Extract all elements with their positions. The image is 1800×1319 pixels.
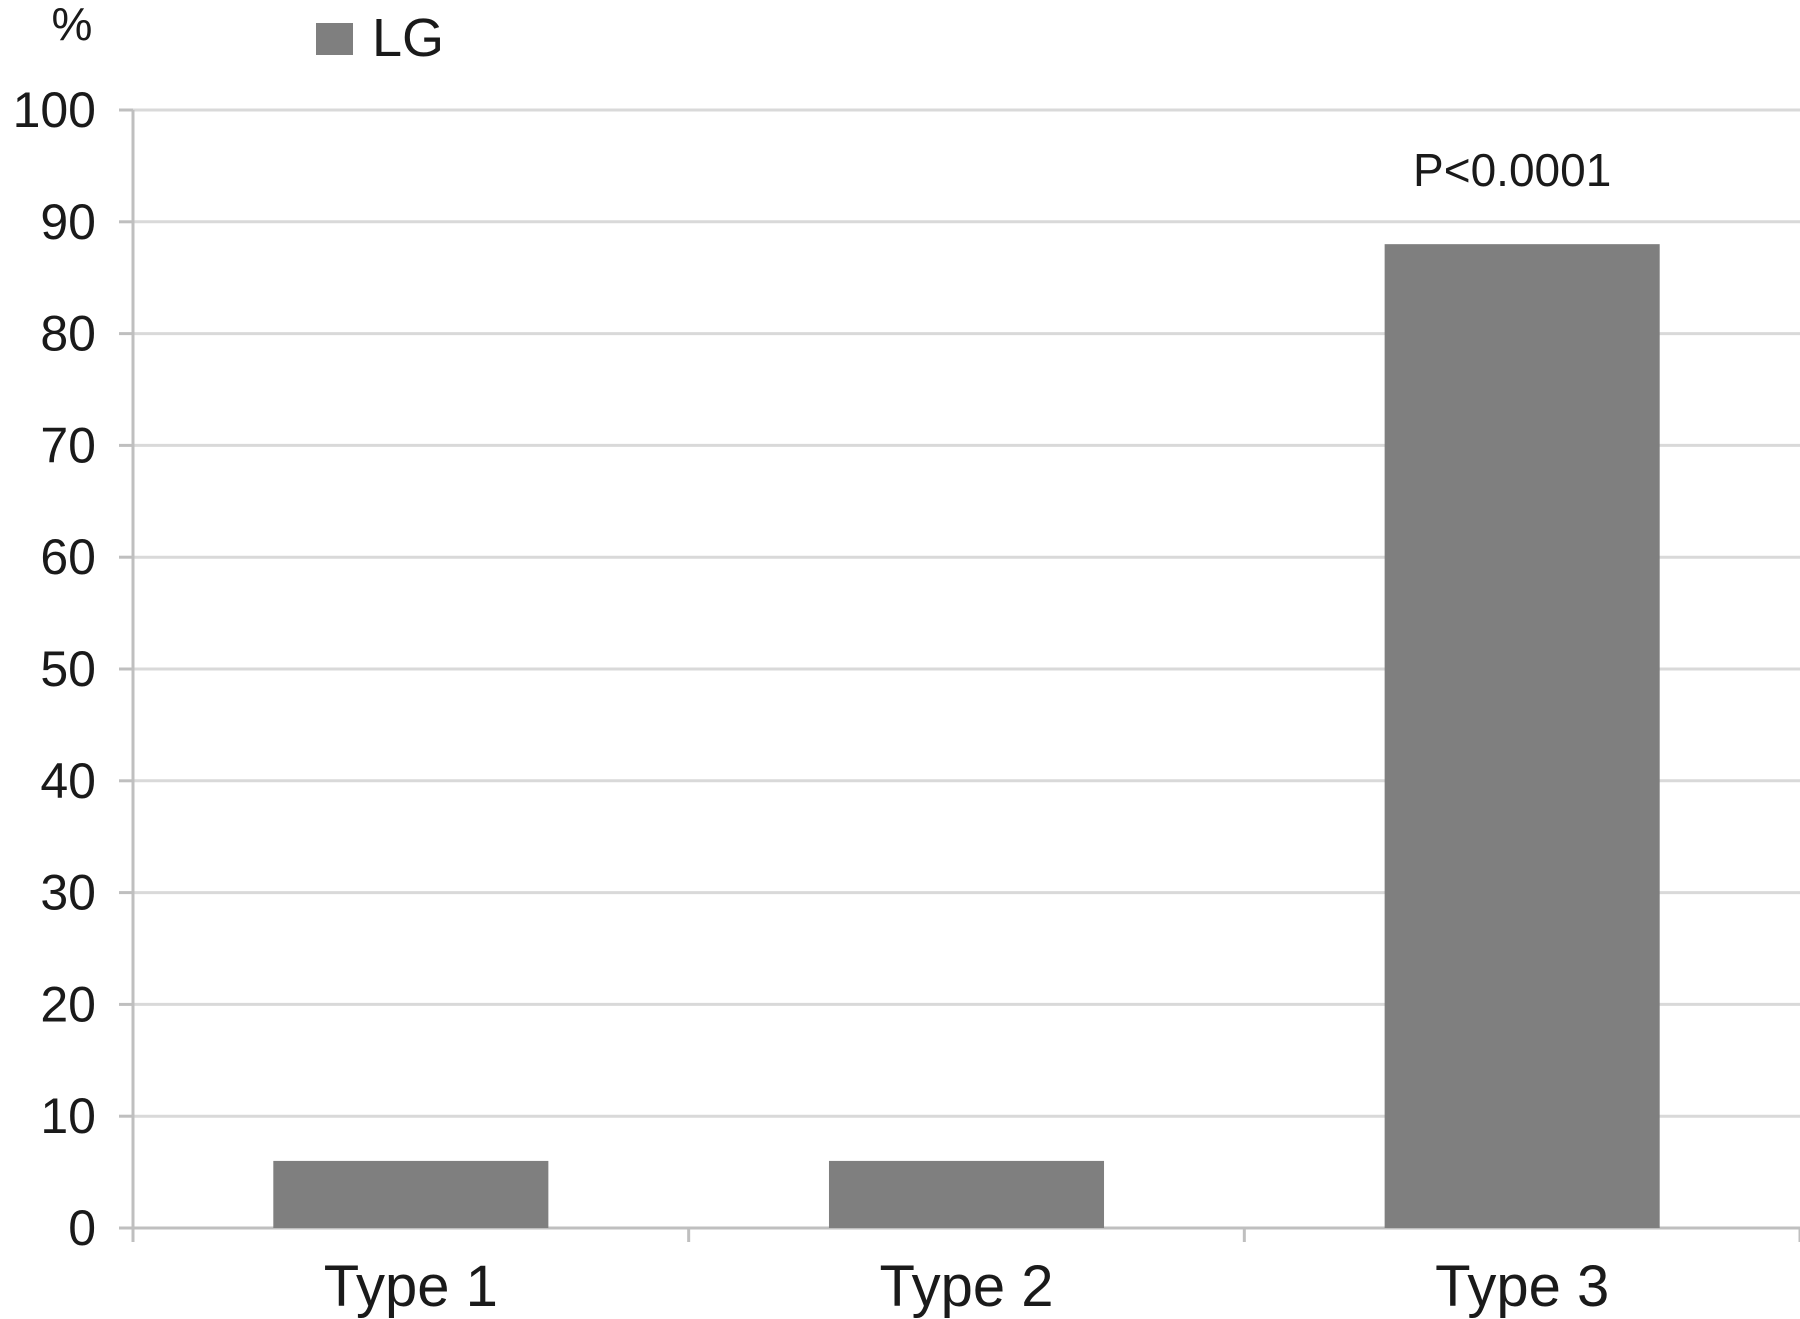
y-tick-label: 20 [40,976,96,1032]
y-tick-label: 80 [40,306,96,362]
y-tick-label: 30 [40,865,96,921]
x-category-label: Type 1 [324,1254,498,1319]
legend: LG [316,8,444,68]
x-category-label: Type 2 [879,1254,1053,1319]
y-tick-label: 0 [68,1200,96,1256]
y-axis-unit-label: % [52,0,93,50]
y-tick-label: 40 [40,753,96,809]
x-category-label: Type 3 [1435,1254,1609,1319]
gridlines [133,108,1800,1118]
legend-swatch [316,23,353,55]
y-tick-labels: 0 10 20 30 40 50 60 70 80 90 100 [13,82,96,1256]
y-tick-label: 90 [40,194,96,250]
p-value-annotation: P<0.0001 [1413,144,1611,196]
bar-type-2 [828,1160,1105,1228]
y-tick-label: 50 [40,641,96,697]
bar-type-3 [1384,244,1660,1228]
y-tick-label: 60 [40,529,96,585]
y-tick-label: 100 [13,82,96,138]
x-category-labels: Type 1 Type 2 Type 3 [324,1254,1609,1319]
bars [273,244,1660,1228]
legend-label: LG [372,8,444,68]
annotations: P<0.0001 [1413,144,1611,196]
bar-type-1 [273,1160,549,1228]
y-tick-label: 70 [40,417,96,473]
y-tick-label: 10 [40,1088,96,1144]
